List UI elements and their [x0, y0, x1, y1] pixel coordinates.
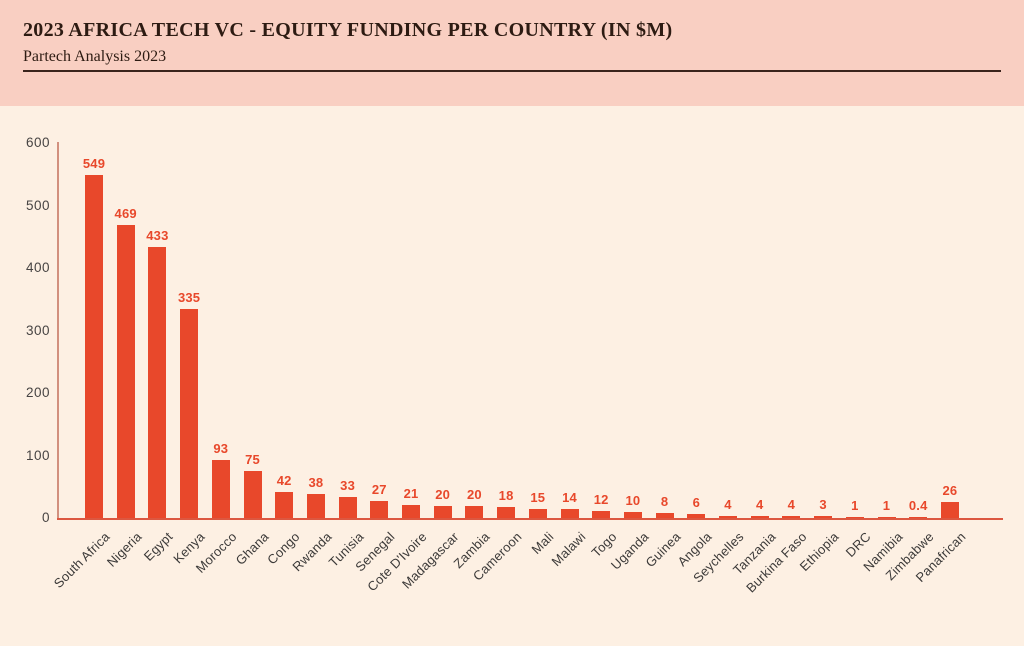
bar-value-label: 14 [562, 490, 577, 506]
bar-tanzania [750, 515, 769, 518]
chart-header: 2023 AFRICA TECH VC - EQUITY FUNDING PER… [0, 0, 1024, 106]
bar-panafrican [940, 501, 959, 518]
bar-value-label: 20 [466, 486, 482, 502]
bar-guinea [655, 513, 674, 518]
chart-title: 2023 AFRICA TECH VC - EQUITY FUNDING PER… [23, 19, 673, 41]
bar-egypt [148, 247, 167, 518]
bar-value-label: 21 [403, 485, 419, 501]
bar-malawi [560, 509, 579, 518]
bar-value-label: 15 [530, 489, 546, 505]
bar-value-label: 10 [625, 492, 641, 508]
y-tick-label: 500 [25, 197, 50, 213]
bar-zambia [465, 505, 484, 518]
bar-drc [845, 516, 864, 518]
bar-value-label: 549 [82, 155, 106, 171]
bar-value-label: 38 [308, 475, 324, 491]
bar-value-label: 12 [593, 491, 609, 507]
bar-value-label: 27 [371, 482, 387, 498]
y-tick-label: 300 [25, 322, 50, 338]
bar-uganda [623, 511, 642, 518]
bar-cameroon [497, 506, 516, 518]
bar-value-label: 0.4 [908, 497, 928, 513]
bar-value-label: 33 [340, 478, 356, 494]
bar-value-label: 469 [114, 205, 137, 221]
bar-morocco [211, 459, 230, 518]
bar-zimbabwe [909, 516, 928, 518]
bar-burkina-faso [782, 515, 801, 518]
bar-rwanda [306, 494, 325, 518]
bar-value-label: 18 [498, 487, 514, 503]
bar-value-label: 6 [692, 495, 701, 511]
bar-cote-d-ivoire [402, 504, 420, 518]
bar-seychelles [719, 515, 737, 518]
bar-south-africa [85, 174, 103, 518]
bar-tunisia [338, 497, 357, 518]
bar-value-label: 335 [177, 289, 201, 305]
bar-senegal [370, 501, 389, 518]
bar-chart: 0 100 200 300 400 500 600 549 South Africa 469 Nig… [0, 106, 1024, 625]
bar-value-label: 20 [435, 486, 451, 502]
bar-value-label: 1 [882, 497, 891, 513]
bar-value-label: 3 [819, 497, 827, 513]
bar-value-label: 26 [942, 482, 958, 498]
y-tick-label: 400 [25, 260, 50, 275]
bar-value-label: 1 [851, 497, 859, 513]
bar-ethiopia [814, 516, 833, 518]
chart-subtitle: Partech Analysis 2023 [23, 48, 167, 65]
header-divider [23, 70, 1001, 72]
bar-value-label: 42 [276, 472, 292, 488]
y-tick-label: 200 [25, 385, 50, 400]
bar-togo [592, 510, 611, 518]
y-axis-line [57, 142, 59, 520]
bar-value-label: 4 [787, 496, 796, 512]
y-tick-label: 600 [25, 135, 50, 150]
bar-congo [275, 491, 294, 518]
bar-madagascar [433, 505, 452, 518]
bar-value-label: 433 [146, 228, 169, 244]
bar-value-label: 4 [724, 496, 732, 512]
x-axis-line [57, 518, 1003, 520]
bar-value-label: 4 [755, 496, 764, 512]
bar-ghana [243, 471, 262, 518]
bar-value-label: 75 [245, 452, 260, 468]
bar-namibia [877, 516, 896, 518]
y-tick-label: 0 [41, 510, 50, 525]
bar-nigeria [116, 224, 135, 518]
bar-mali [528, 508, 547, 518]
bar-value-label: 93 [213, 440, 229, 456]
bar-angola [687, 514, 706, 518]
bar-value-label: 8 [660, 494, 669, 509]
bar-kenya [180, 308, 199, 518]
y-tick-label: 100 [25, 447, 50, 463]
